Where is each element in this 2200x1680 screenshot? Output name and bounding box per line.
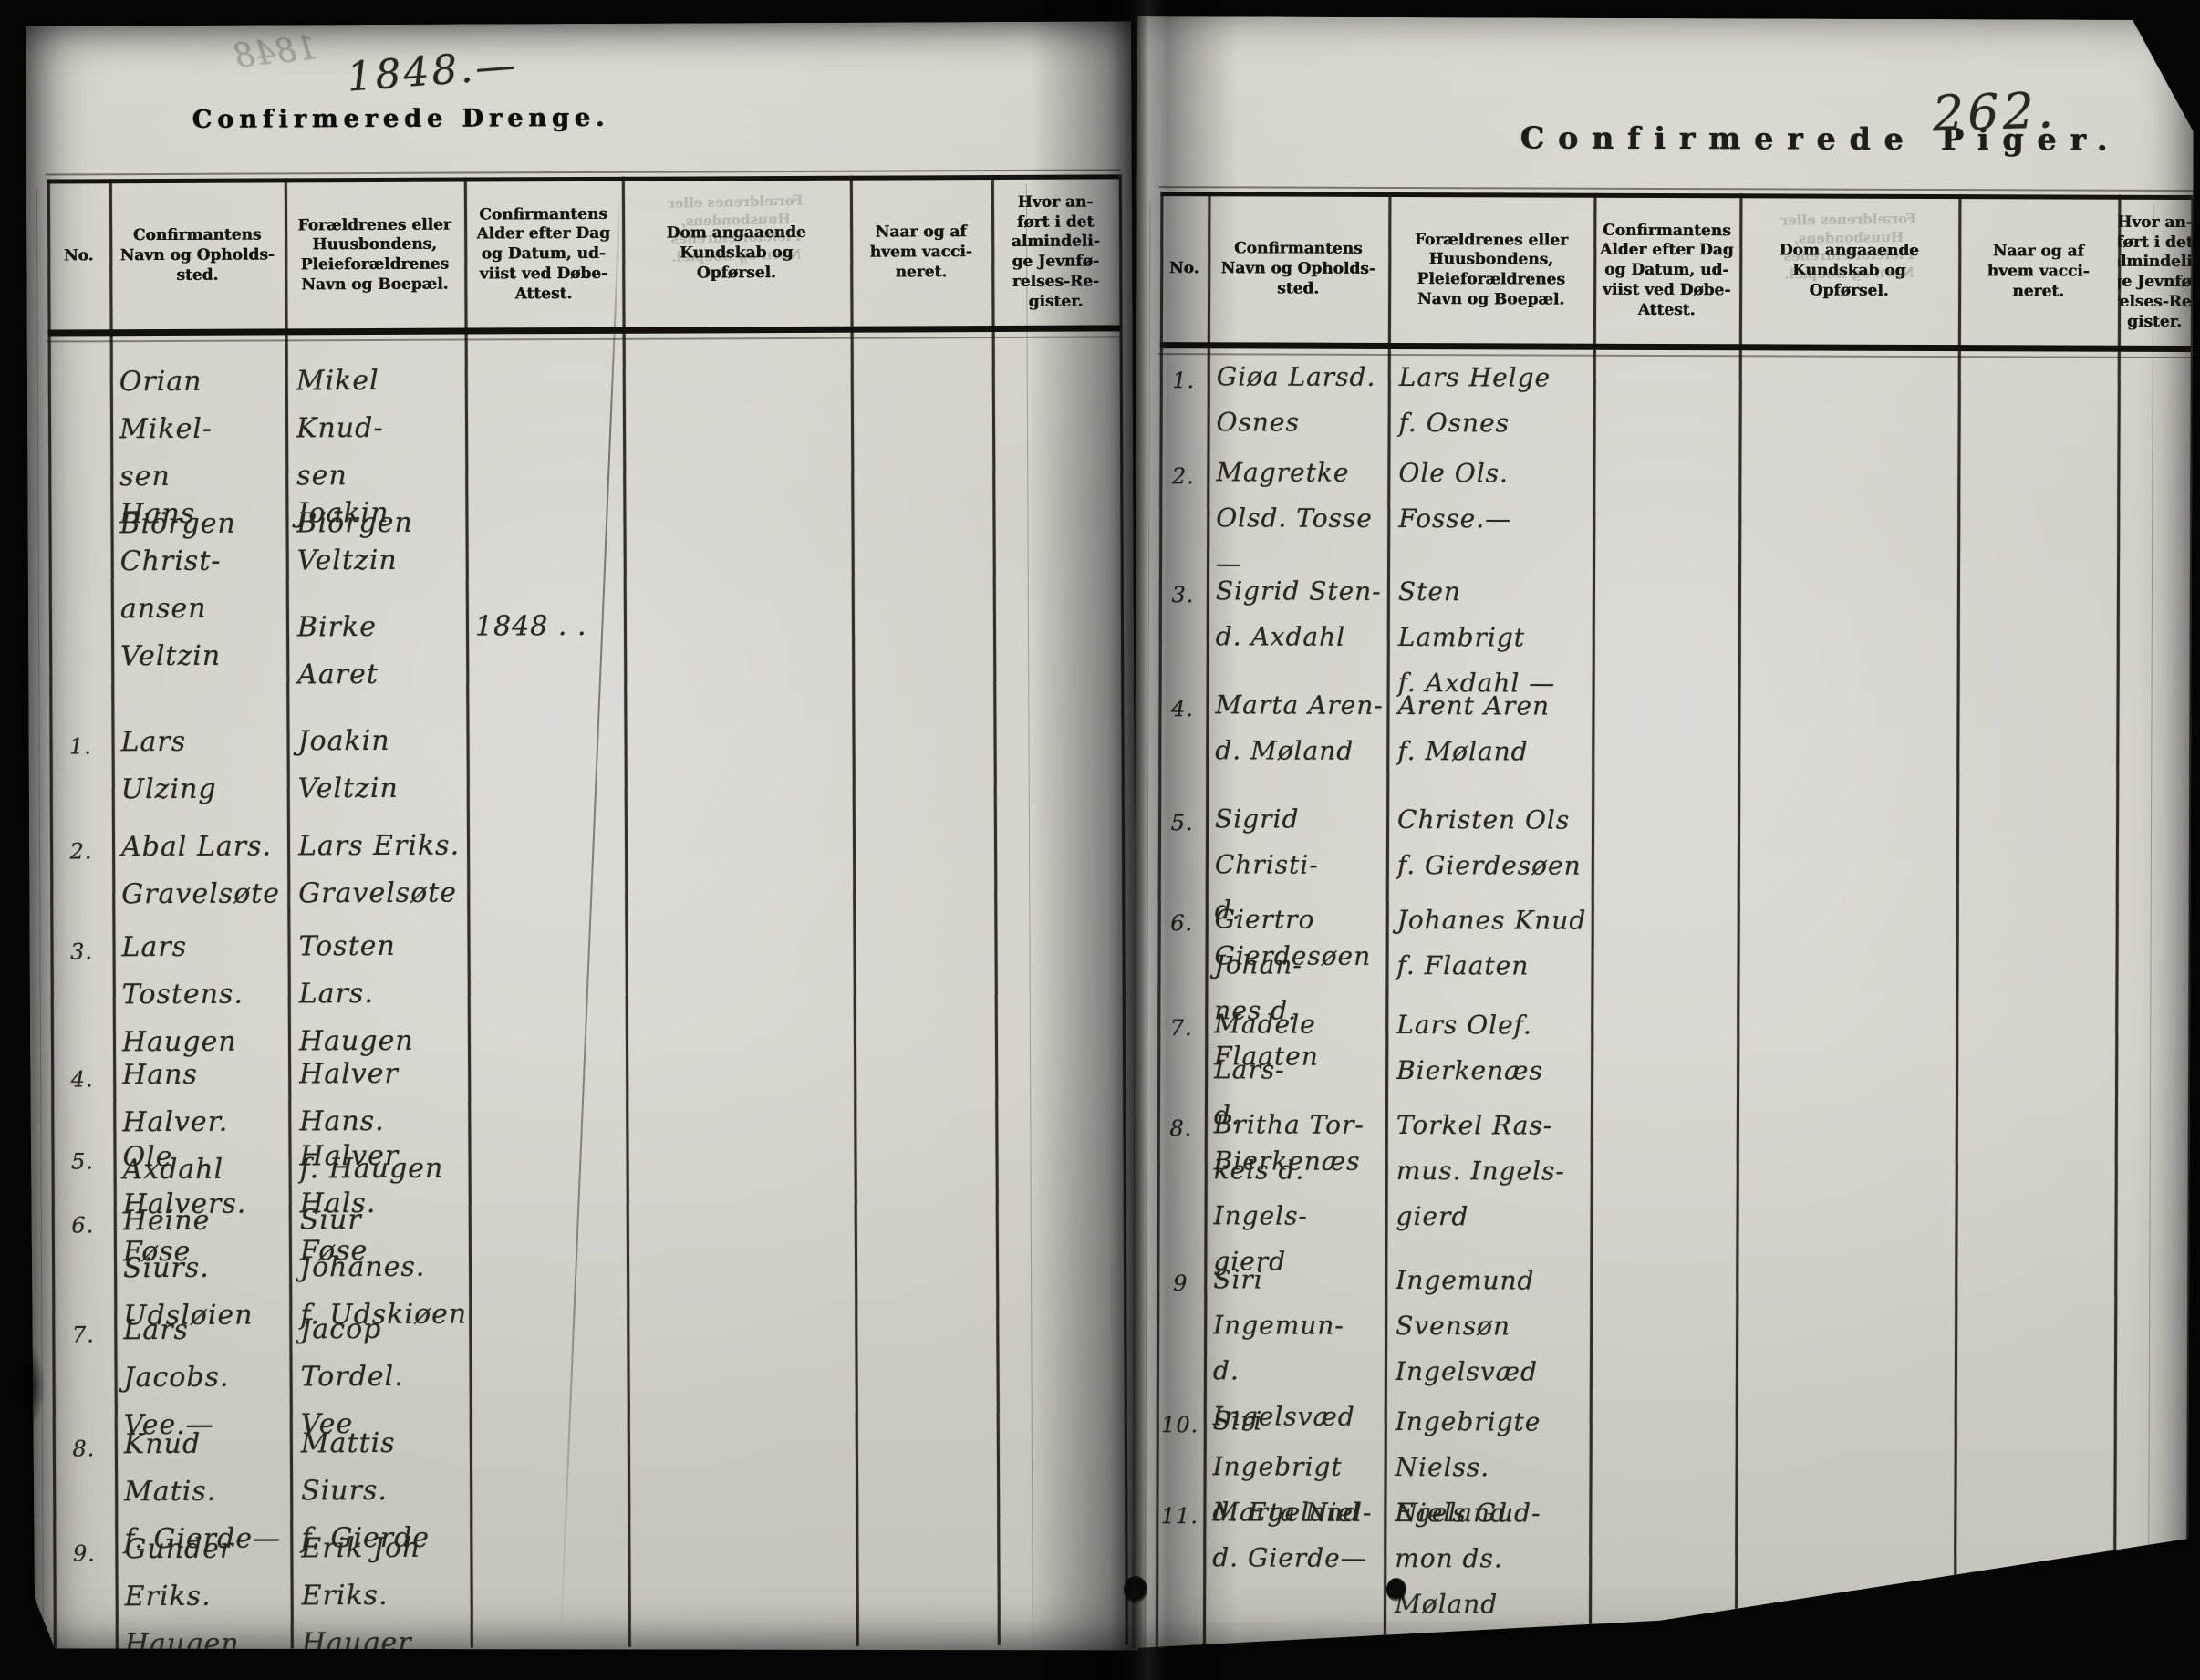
record-parents-name: Joakin Veltzin xyxy=(296,496,398,577)
record-number: 3. xyxy=(1171,582,1195,608)
year-annotation: 1848.— xyxy=(345,41,520,101)
record-row: Birke Aaret 1848 . . xyxy=(49,603,624,700)
record-parents-name: Birke Aaret xyxy=(296,610,379,691)
record-number: 4. xyxy=(1170,696,1194,722)
table-vertical-line xyxy=(2186,195,2195,1654)
record-confirmant-name: Magretke Olsd. Tosse— xyxy=(1215,457,1373,579)
table-vertical-line xyxy=(1954,194,1962,1654)
record-confirmant-name: Lars Ulzing xyxy=(120,725,217,806)
table-vertical-line xyxy=(1119,174,1128,1644)
record-confirmant-name: Sigrid Sten- d. Axdahl xyxy=(1215,576,1382,652)
record-row: 1. Giøa Larsd. Osnes Lars Helge f. Osnes xyxy=(1160,354,1593,447)
record-number: 10. xyxy=(1161,1412,1199,1438)
column-header-name: Confirmantens Navn og Opholds- sted. xyxy=(1220,239,1375,298)
record-number: 1. xyxy=(1172,368,1196,394)
year-annotation-ghost: 1848 xyxy=(232,29,319,77)
record-row: 11. Marta Niel- d. Gierde— Niels Gud- mon … xyxy=(1156,1489,1590,1628)
record-number: 11. xyxy=(1160,1503,1199,1530)
table-vertical-line xyxy=(991,175,1001,1645)
record-parents-name: Ingemund Svensøn Ingelsvæd xyxy=(1395,1264,1539,1387)
record-number xyxy=(49,605,111,608)
page-number: 262. xyxy=(1931,81,2058,143)
record-parents-name: Johanes Knud f. Flaaten xyxy=(1396,904,1587,981)
column-header-vacc: Naar og af hvem vacci- neret. xyxy=(1987,242,2090,301)
record-number: 1. xyxy=(69,733,93,760)
record-confirmant-name: Marta Aren- d. Møland xyxy=(1215,690,1384,766)
record-number: 7. xyxy=(71,1322,95,1348)
record-parents-name: Arent Aren f. Møland xyxy=(1397,690,1551,767)
record-confirmant-name: Gunder Eriks. Haugen xyxy=(124,1532,240,1661)
record-parents-name: Erik Joh Eriks. Hauger xyxy=(301,1531,421,1660)
column-header-age: Confirmantens Alder efter Dag og Datum, … xyxy=(1599,221,1734,319)
column-header-dom: Dom angaaende Kundskab og Opførsel. Foræl… xyxy=(1739,198,1959,345)
record-parents-name: Ole Ols. Fosse.— xyxy=(1398,457,1512,534)
record-confirmant-name: Lars Tostens. Haugen xyxy=(121,930,244,1059)
paper-crease-line xyxy=(560,192,621,1642)
record-row: 3. Lars Tostens. Haugen Tosten Lars. Hauge… xyxy=(50,923,468,1067)
record-number: 3. xyxy=(70,939,94,965)
bleed-through-text: Forældrenes eller Huusbondens, Pleieforæ… xyxy=(1780,210,1917,283)
record-confirmant-name xyxy=(111,604,286,605)
right-page: Confirmerede Piger. 262. No. Confirmanten… xyxy=(1132,16,2194,1662)
record-row: 1. Lars Ulzing Joakin Veltzin xyxy=(49,718,466,814)
record-number: 6. xyxy=(71,1212,95,1239)
record-parents-name: Niels Gud- mon ds. Møland xyxy=(1395,1497,1541,1620)
record-number xyxy=(48,358,110,362)
record-row: 2. Abal Lars. Gravelsøte Lars Eriks. Grave… xyxy=(50,823,467,919)
record-number: 7. xyxy=(1169,1015,1193,1042)
record-number xyxy=(48,491,110,494)
record-number: 8. xyxy=(72,1436,96,1462)
table-vertical-line xyxy=(1735,193,1743,1653)
record-confirmant-name: Giøa Larsd. Osnes xyxy=(1216,361,1376,438)
record-parents-name: Christen Ols f. Gierdesøen xyxy=(1396,804,1582,881)
table-vertical-line-faint xyxy=(1145,201,1151,1651)
column-header-no: No. xyxy=(63,246,94,265)
record-number: 5. xyxy=(71,1148,95,1175)
table-vertical-line xyxy=(2113,195,2122,1654)
record-number: 9 xyxy=(1173,1270,1188,1297)
page-edge-shadow xyxy=(16,1332,58,1441)
table-vertical-line xyxy=(850,176,859,1646)
bleed-through-text: Forældrenes eller Huusbondens, Pleieforæ… xyxy=(668,192,804,265)
column-header-parents: Forældrenes eller Huusbondens, Pleieforæ… xyxy=(1414,230,1568,309)
column-header-vacc: Naar og af hvem vacci- neret. xyxy=(869,223,972,282)
record-number: 8. xyxy=(1169,1115,1193,1142)
column-header-dom: Dom angaaende Kundskab og Opførsel. Foræl… xyxy=(622,181,851,327)
record-parents-name: Joakin Veltzin xyxy=(297,724,399,805)
table-header-band: No. Confirmantens Navn og Opholds- sted. F… xyxy=(47,174,1120,336)
table-vertical-line xyxy=(622,177,631,1647)
record-row: 9. Gunder Eriks. Haugen Erik Joh Eriks. Ha… xyxy=(53,1525,471,1669)
table-vertical-line-faint xyxy=(2148,204,2154,1654)
record-number: 5. xyxy=(1170,810,1194,836)
record-number: 6. xyxy=(1170,910,1194,937)
left-page: 1848 1848.— Confirmerede Drenge. No. Conf… xyxy=(26,21,1138,1654)
ink-blot xyxy=(1124,1576,1147,1603)
column-header-register: Hvor an- ført i det almindeli- ge Jevnfø… xyxy=(1011,192,1100,311)
column-header-register: Hvor an- ført i det almindeli- ge Jevnfø… xyxy=(2117,213,2192,331)
table-header-band: No. Confirmantens Navn og Opholds- sted. F… xyxy=(1160,192,2192,352)
record-parents-name: Lars Eriks. Gravelsøte xyxy=(297,829,461,910)
record-confirmant-name: Marta Niel- d. Gierde— xyxy=(1212,1497,1373,1573)
record-parents-name: Lars Olef. Bierkenæs xyxy=(1396,1009,1543,1086)
record-parents-name: Tosten Lars. Haugen xyxy=(298,929,414,1058)
record-number: 2. xyxy=(69,838,93,865)
record-parents-name: Torkel Ras- mus. Ingels- gierd xyxy=(1396,1109,1565,1232)
record-number: 9. xyxy=(72,1540,96,1567)
record-parents-name: Lars Helge f. Osnes xyxy=(1398,361,1551,439)
table-vertical-line-faint xyxy=(1026,184,1033,1645)
column-header-no: No. xyxy=(1168,259,1199,278)
record-row: 4. Marta Aren- d. Møland Arent Aren f. Møl… xyxy=(1158,682,1592,775)
record-number: 2. xyxy=(1171,463,1195,490)
record-row: 2. Magretke Olsd. Tosse— Ole Ols. Fosse.— xyxy=(1159,450,1593,588)
ink-blot xyxy=(1386,1578,1406,1602)
column-header-parents: Forældrenes eller Huusbondens, Pleieforæ… xyxy=(297,215,451,295)
record-confirmant-name: Abal Lars. Gravelsøte xyxy=(120,830,281,911)
column-header-age: Confirmantens Alder efter Dag og Datum, … xyxy=(476,204,610,303)
record-number: 4. xyxy=(70,1066,94,1093)
column-header-name: Confirmantens Navn og Opholds- sted. xyxy=(119,225,275,285)
page-title-confirmed-boys: Confirmerede Drenge. xyxy=(192,103,610,134)
